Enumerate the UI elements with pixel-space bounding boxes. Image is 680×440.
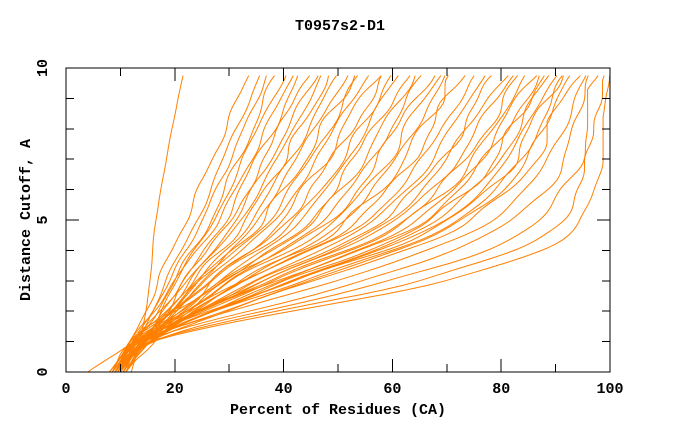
- model-curve: [87, 75, 475, 373]
- x-tick-label: 40: [275, 381, 293, 398]
- model-curve: [119, 75, 519, 373]
- model-curve: [114, 75, 587, 373]
- x-tick-label: 0: [61, 381, 70, 398]
- model-curve: [122, 75, 581, 373]
- x-tick-label: 20: [166, 381, 184, 398]
- model-curve: [117, 75, 563, 373]
- model-curve: [125, 75, 299, 373]
- model-curve: [125, 75, 605, 373]
- model-curve: [117, 75, 416, 373]
- axis-tick-labels: 0 20 40 60 80 100 0 5 10: [35, 59, 624, 398]
- model-curve: [122, 75, 610, 373]
- model-curve: [111, 75, 436, 373]
- model-curve: [119, 75, 558, 373]
- model-curve: [117, 75, 526, 373]
- model-curve: [114, 75, 514, 373]
- model-curve: [117, 75, 275, 373]
- x-axis-label: Percent of Residues (CA): [230, 402, 446, 419]
- model-curve: [109, 75, 356, 373]
- y-axis-label: Distance Cutoff, A: [18, 139, 35, 301]
- model-curve: [122, 75, 382, 373]
- model-curve: [119, 75, 571, 373]
- model-curves: [87, 75, 610, 373]
- model-curve: [114, 75, 358, 373]
- model-curve: [114, 75, 311, 373]
- model-curve: [119, 75, 599, 373]
- y-tick-label: 5: [35, 215, 52, 224]
- x-tick-label: 100: [596, 381, 623, 398]
- model-curve: [117, 75, 449, 373]
- model-curve: [119, 75, 422, 373]
- x-tick-label: 60: [383, 381, 401, 398]
- chart-title: T0957s2-D1: [295, 18, 385, 35]
- model-curve: [119, 75, 261, 373]
- axis-ticks: [65, 67, 611, 373]
- model-curve: [114, 75, 250, 373]
- x-tick-label: 80: [492, 381, 510, 398]
- model-curve: [111, 75, 392, 373]
- y-tick-label: 10: [35, 59, 52, 77]
- model-curve: [111, 75, 322, 373]
- model-curve: [117, 75, 589, 373]
- model-curve: [109, 75, 294, 373]
- model-curve: [111, 75, 267, 373]
- model-curve: [114, 75, 442, 373]
- y-tick-label: 0: [35, 367, 52, 376]
